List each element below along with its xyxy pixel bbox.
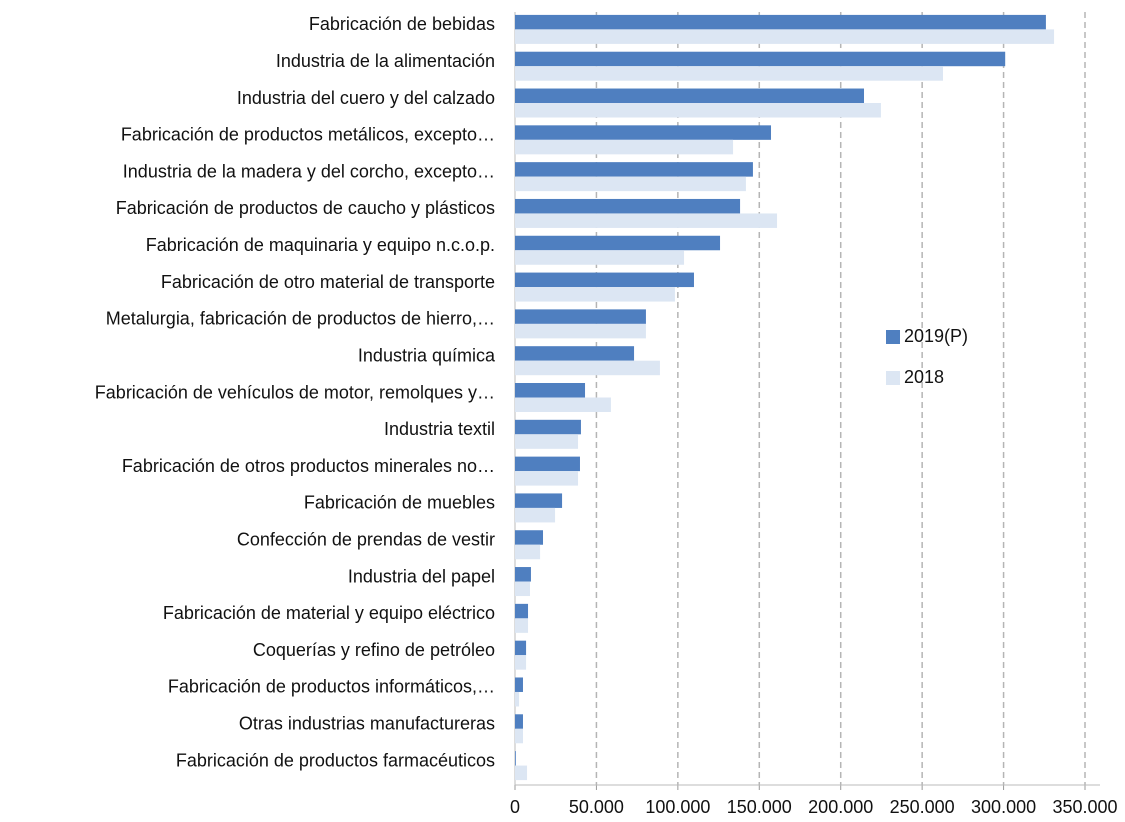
y-tick-label: Fabricación de productos de caucho y plá… <box>116 198 495 218</box>
bar <box>515 309 646 324</box>
y-tick-label: Fabricación de vehículos de motor, remol… <box>95 382 495 402</box>
y-tick-label: Fabricación de productos farmacéuticos <box>176 750 495 770</box>
bar <box>515 751 516 766</box>
bar <box>515 66 943 81</box>
bar <box>515 618 529 633</box>
x-tick-label: 200.000 <box>808 797 873 817</box>
x-tick-label: 100.000 <box>645 797 710 817</box>
bar <box>515 176 746 192</box>
bar <box>515 88 865 104</box>
y-tick-label: Fabricación de otro material de transpor… <box>161 272 495 292</box>
bar <box>515 691 520 707</box>
bar <box>515 198 741 214</box>
bar <box>515 567 531 582</box>
bar <box>515 272 694 288</box>
y-tick-label: Industria del cuero y del calzado <box>237 88 495 108</box>
legend-label: 2019(P) <box>904 326 968 346</box>
bar <box>515 51 1006 67</box>
y-tick-label: Fabricación de muebles <box>304 493 495 513</box>
legend-swatch <box>886 330 900 344</box>
y-tick-label: Industria del papel <box>348 566 495 586</box>
x-tick-label: 0 <box>510 797 520 817</box>
bar <box>515 544 541 560</box>
bar <box>515 162 753 177</box>
bar <box>515 29 1055 44</box>
bar <box>515 287 675 302</box>
bar <box>515 125 772 140</box>
y-tick-label: Confección de prendas de vestir <box>237 529 495 549</box>
bar <box>515 507 556 523</box>
x-tick-label: 300.000 <box>971 797 1036 817</box>
bar <box>515 493 563 508</box>
bar <box>515 250 685 265</box>
bar <box>515 235 721 251</box>
y-tick-label: Industria de la alimentación <box>276 51 495 71</box>
bar <box>515 728 523 744</box>
y-tick-label: Otras industrias manufactureras <box>239 714 495 734</box>
bar <box>515 530 544 545</box>
bar <box>515 677 523 692</box>
x-tick-label: 50.000 <box>569 797 624 817</box>
y-tick-label: Fabricación de productos informáticos,… <box>168 677 495 697</box>
y-tick-label: Fabricación de otros productos minerales… <box>122 456 495 476</box>
y-tick-label: Fabricación de material y equipo eléctri… <box>163 603 495 623</box>
bar <box>515 103 881 118</box>
y-tick-label: Fabricación de maquinaria y equipo n.c.o… <box>146 235 495 255</box>
bar <box>515 419 581 435</box>
bar <box>515 655 527 670</box>
bar <box>515 765 528 781</box>
x-tick-label: 250.000 <box>890 797 955 817</box>
bar <box>515 640 527 656</box>
y-tick-label: Metalurgia, fabricación de productos de … <box>106 309 495 329</box>
bar <box>515 346 635 361</box>
bar <box>515 434 579 449</box>
bar <box>515 360 660 376</box>
y-tick-label: Fabricación de bebidas <box>309 14 495 34</box>
legend-swatch <box>886 371 900 385</box>
y-tick-label: Fabricación de productos metálicos, exce… <box>121 125 495 145</box>
bar <box>515 323 646 339</box>
bar <box>515 714 523 729</box>
bar <box>515 213 778 228</box>
y-tick-label: Industria textil <box>384 419 495 439</box>
bar <box>515 456 580 472</box>
bar <box>515 383 586 398</box>
legend-label: 2018 <box>904 367 944 387</box>
y-tick-label: Industria de la madera y del corcho, exc… <box>123 161 495 181</box>
bar <box>515 397 611 412</box>
bar <box>515 581 530 597</box>
y-tick-label: Industria química <box>358 345 496 365</box>
x-tick-label: 150.000 <box>727 797 792 817</box>
bar <box>515 14 1046 30</box>
y-tick-label: Coquerías y refino de petróleo <box>253 640 495 660</box>
bar <box>515 603 529 619</box>
bar <box>515 139 734 155</box>
bar <box>515 471 579 486</box>
x-tick-label: 350.000 <box>1052 797 1117 817</box>
